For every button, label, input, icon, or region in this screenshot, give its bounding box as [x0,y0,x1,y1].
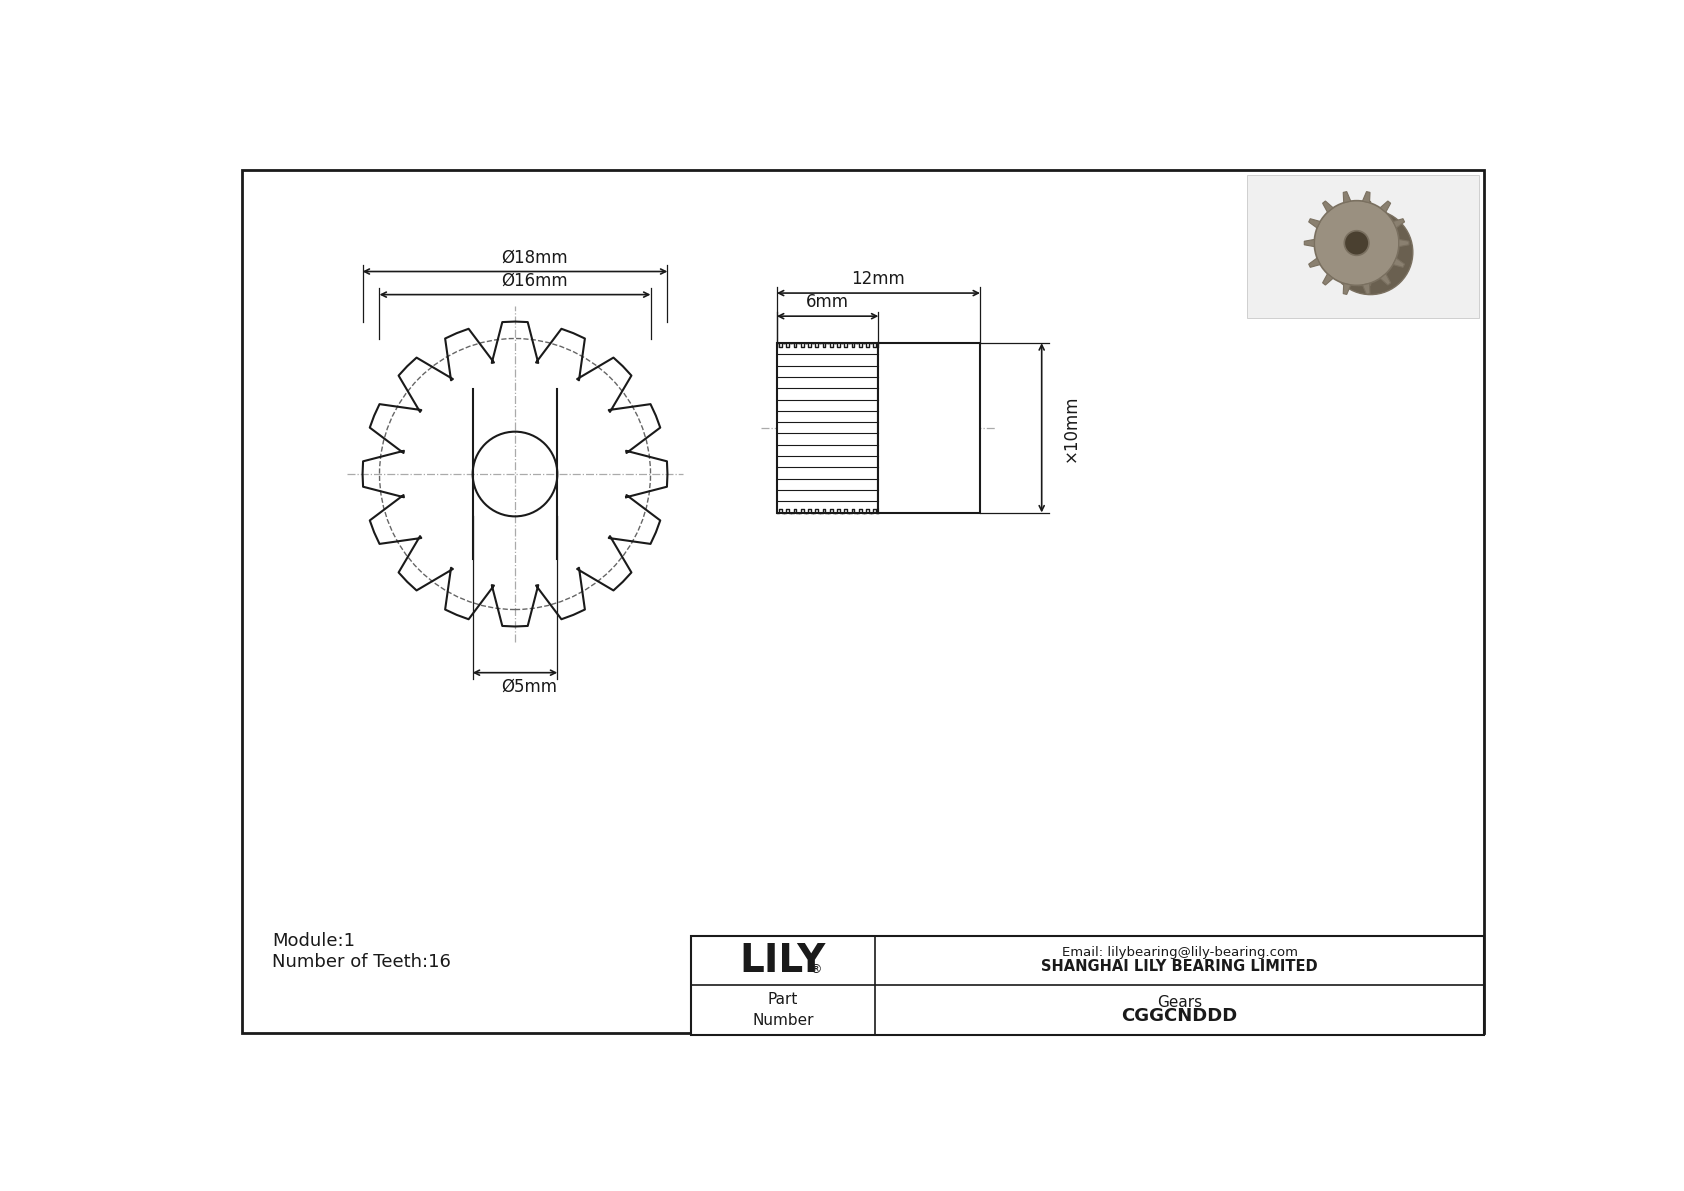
Polygon shape [1381,201,1391,212]
Polygon shape [1399,239,1410,247]
Polygon shape [1322,274,1334,285]
Bar [1357,200,1371,286]
Text: ×10mm: ×10mm [1063,394,1079,462]
Polygon shape [1344,192,1351,202]
Polygon shape [1362,192,1371,202]
Text: Ø18mm: Ø18mm [500,249,568,267]
Polygon shape [1305,239,1315,247]
Text: ®: ® [808,962,822,975]
Bar [879,343,980,512]
Text: LILY: LILY [739,942,827,980]
Text: 6mm: 6mm [807,293,849,311]
Text: 12mm: 12mm [852,270,906,288]
Polygon shape [1393,258,1404,267]
Text: Gears: Gears [1157,994,1202,1010]
Text: Ø16mm: Ø16mm [500,272,568,289]
Bar [776,343,879,512]
Bar [690,936,1484,1035]
Text: Module:1: Module:1 [273,931,355,949]
Text: Ø5mm: Ø5mm [500,678,557,696]
Text: Email: lilybearing@lily-bearing.com: Email: lilybearing@lily-bearing.com [1061,947,1297,960]
Polygon shape [1393,219,1404,227]
Polygon shape [1308,258,1320,267]
Polygon shape [1308,219,1320,227]
Text: Part
Number: Part Number [753,992,813,1028]
Circle shape [1344,231,1369,255]
Text: Number of Teeth:16: Number of Teeth:16 [273,953,451,971]
Polygon shape [1381,274,1391,285]
Polygon shape [1362,283,1371,294]
Polygon shape [1322,201,1334,212]
Text: SHANGHAI LILY BEARING LIMITED: SHANGHAI LILY BEARING LIMITED [1041,959,1319,974]
Circle shape [1314,200,1399,286]
Bar [1246,175,1479,318]
Circle shape [1329,210,1413,294]
Polygon shape [1344,283,1351,294]
Text: CGGCNDDD: CGGCNDDD [1122,1008,1238,1025]
